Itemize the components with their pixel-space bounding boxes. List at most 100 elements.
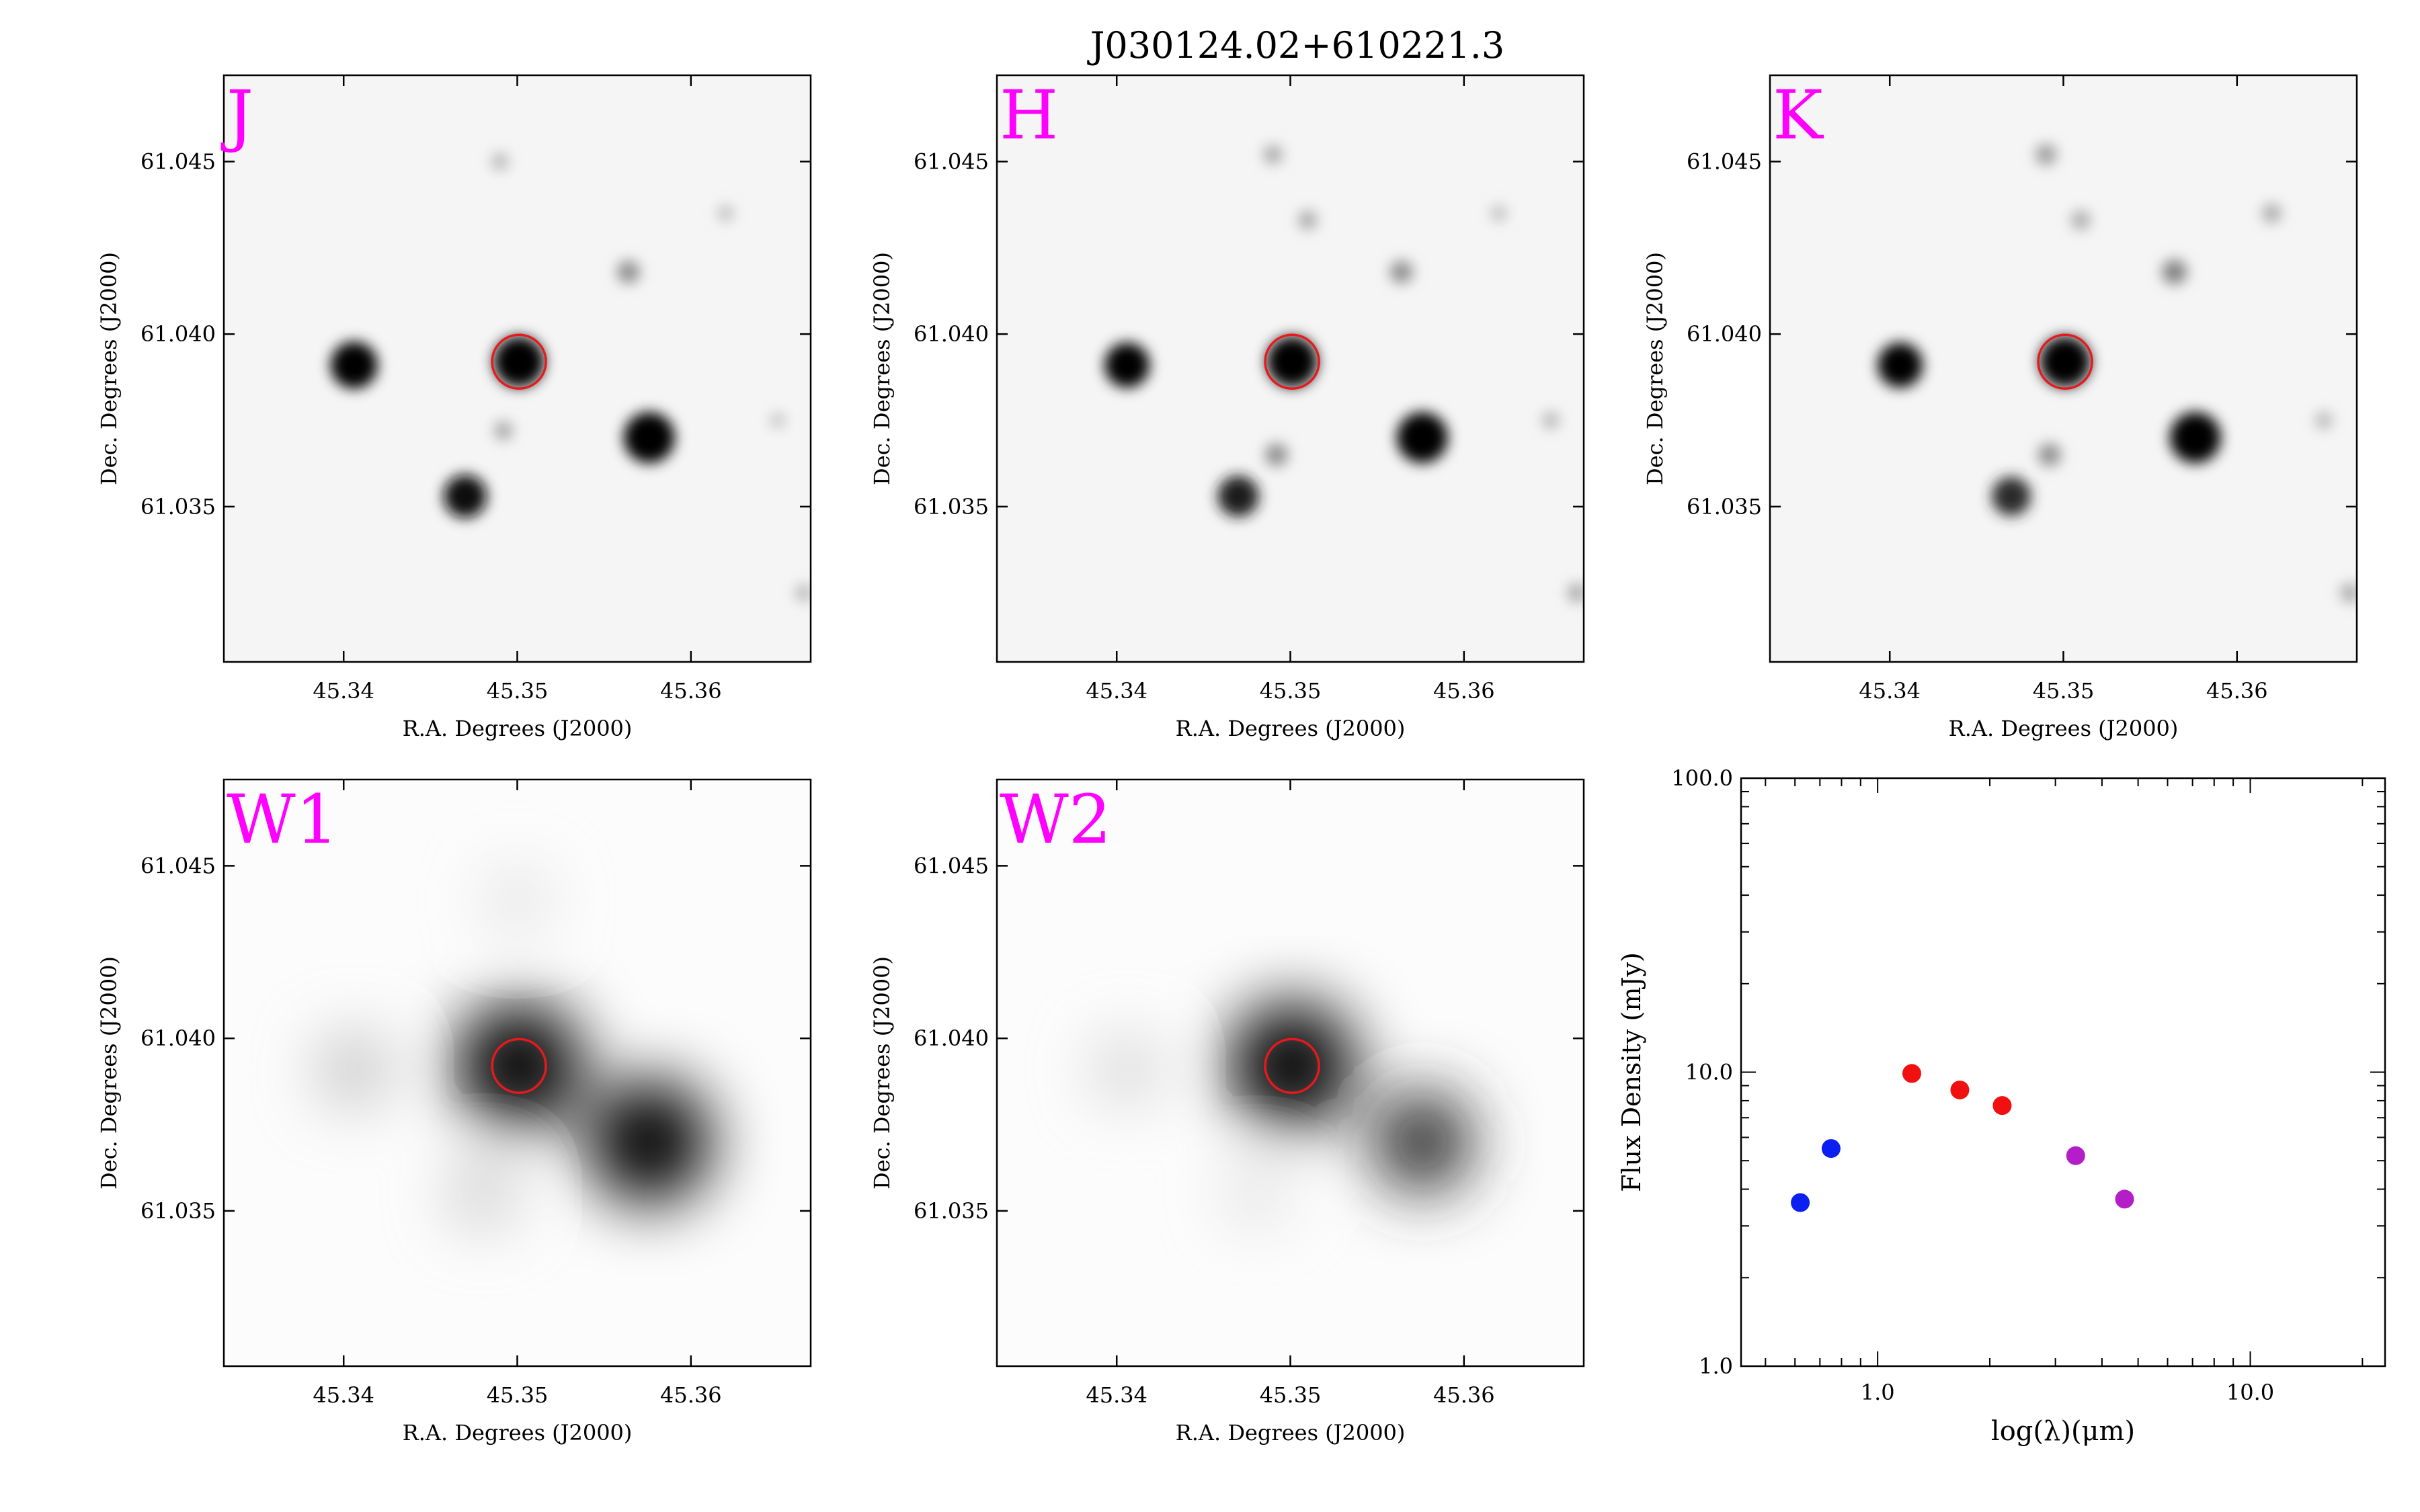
sed-data-point — [1950, 1080, 1970, 1099]
sed-data-point — [1902, 1064, 1921, 1083]
source-blob — [623, 412, 675, 464]
x-axis-label: R.A. Degrees (J2000) — [403, 716, 633, 741]
source-blob — [616, 260, 640, 284]
x-tick-label: 45.35 — [487, 678, 549, 704]
source-blob — [1542, 412, 1560, 429]
source-blob — [2040, 336, 2091, 388]
source-core — [1386, 1106, 1458, 1178]
sed-data-point — [1992, 1096, 2012, 1116]
image-area — [997, 75, 1584, 662]
source-blob — [1266, 336, 1318, 388]
x-tick-label: 45.35 — [1260, 1382, 1322, 1408]
source-blob — [1878, 342, 1923, 388]
sed-y-axis-label: Flux Density (mJy) — [1617, 952, 1646, 1192]
x-tick-label: 45.36 — [2206, 678, 2268, 704]
sed-y-tick-label: 100.0 — [1671, 765, 1733, 791]
source-core — [474, 1021, 564, 1111]
source-blob — [1263, 145, 1283, 165]
sed-data-point — [2115, 1189, 2134, 1209]
image-sources — [319, 871, 712, 1226]
y-tick-label: 61.045 — [140, 149, 216, 174]
y-axis-label: Dec. Degrees (J2000) — [1642, 252, 1668, 485]
image-sources — [1878, 144, 2357, 603]
source-blob — [1226, 1164, 1285, 1223]
x-tick-label: 45.36 — [660, 1382, 722, 1408]
source-blob — [1389, 260, 1413, 284]
source-blob — [717, 205, 734, 222]
source-blob — [488, 871, 547, 930]
source-blob — [1992, 476, 2031, 516]
y-tick-label: 61.040 — [1687, 321, 1762, 347]
source-core — [1247, 1021, 1337, 1111]
band-label: W1 — [227, 780, 338, 859]
image-panel-j: J 45.34 45.35 45.36 61.035 61.040 61.045 R.A. D… — [96, 74, 812, 741]
y-tick-label: 61.045 — [914, 149, 989, 174]
image-area — [1770, 75, 2357, 662]
source-core — [606, 1098, 693, 1185]
target-aperture-circle — [1264, 333, 1320, 390]
y-tick-label: 61.045 — [1687, 149, 1762, 174]
x-tick-label: 45.35 — [487, 1382, 549, 1408]
image-panels: J 45.34 45.35 45.36 61.035 61.040 61.045 R.A. D… — [96, 74, 2358, 1445]
source-blob — [1567, 583, 1584, 603]
y-axis-label: Dec. Degrees (J2000) — [96, 252, 122, 485]
x-tick-label: 45.34 — [1859, 678, 1921, 704]
band-label: J — [220, 76, 253, 155]
source-blob — [1298, 210, 1318, 230]
source-blob — [491, 153, 509, 170]
sed-data-point — [1821, 1139, 1841, 1159]
target-aperture-circle — [491, 333, 547, 390]
image-panel-h: H 45.34 45.35 45.36 61.035 61.040 61.045 R.A. D… — [869, 74, 1585, 741]
y-tick-label: 61.040 — [140, 1025, 216, 1051]
band-label: H — [1000, 76, 1058, 155]
source-blob — [2340, 583, 2357, 603]
x-tick-label: 45.34 — [1086, 1382, 1147, 1408]
y-axis-label: Dec. Degrees (J2000) — [96, 956, 122, 1189]
image-sources — [330, 153, 811, 601]
source-blob — [330, 341, 378, 389]
y-tick-label: 61.035 — [140, 494, 216, 519]
image-sources — [1104, 145, 1584, 603]
source-blob — [795, 584, 811, 601]
source-blob — [444, 474, 487, 518]
sed-data-point — [2066, 1146, 2085, 1165]
source-blob — [1490, 205, 1507, 222]
sed-x-tick-label: 1.0 — [1861, 1380, 1895, 1405]
y-tick-label: 61.035 — [914, 494, 989, 519]
x-tick-label: 45.36 — [1433, 678, 1495, 704]
source-blob — [1217, 476, 1259, 517]
y-tick-label: 61.040 — [914, 321, 989, 347]
x-tick-label: 45.34 — [313, 1382, 374, 1408]
source-blob — [2262, 204, 2282, 223]
x-tick-label: 45.35 — [2033, 678, 2095, 704]
sed-y-tick-label: 1.0 — [1699, 1353, 1733, 1379]
source-blob — [493, 421, 513, 440]
x-axis-label: R.A. Degrees (J2000) — [1176, 1420, 1406, 1445]
x-tick-label: 45.36 — [1433, 1382, 1495, 1408]
source-blob — [2162, 259, 2187, 285]
image-area — [997, 780, 1584, 1366]
target-aperture-circle — [2037, 333, 2093, 390]
y-axis-label: Dec. Degrees (J2000) — [869, 252, 895, 485]
x-tick-label: 45.34 — [1086, 678, 1147, 704]
band-label: K — [1773, 76, 1824, 155]
y-tick-label: 61.035 — [1687, 494, 1762, 519]
source-blob — [2169, 412, 2221, 464]
image-area — [224, 780, 811, 1366]
sed-x-tick-label: 10.0 — [2226, 1380, 2274, 1405]
sed-x-axis-label: log(λ)(μm) — [1991, 1416, 2135, 1447]
sed-plot: 1.0 10.0 1.0 10.0 100.0 log(λ)(μm) Flux Densit… — [1617, 765, 2386, 1447]
image-area — [224, 75, 811, 662]
sed-y-tick-label: 10.0 — [1685, 1060, 1733, 1085]
source-blob — [1264, 443, 1288, 466]
x-axis-label: R.A. Degrees (J2000) — [1176, 716, 1406, 741]
x-tick-label: 45.36 — [660, 678, 722, 704]
source-blob — [1396, 412, 1448, 464]
source-blob — [1104, 342, 1150, 388]
y-tick-label: 61.035 — [140, 1198, 216, 1224]
x-axis-label: R.A. Degrees (J2000) — [1949, 716, 2179, 741]
y-tick-label: 61.045 — [914, 853, 989, 878]
source-blob — [2071, 210, 2091, 230]
sed-points — [1791, 1064, 2134, 1212]
